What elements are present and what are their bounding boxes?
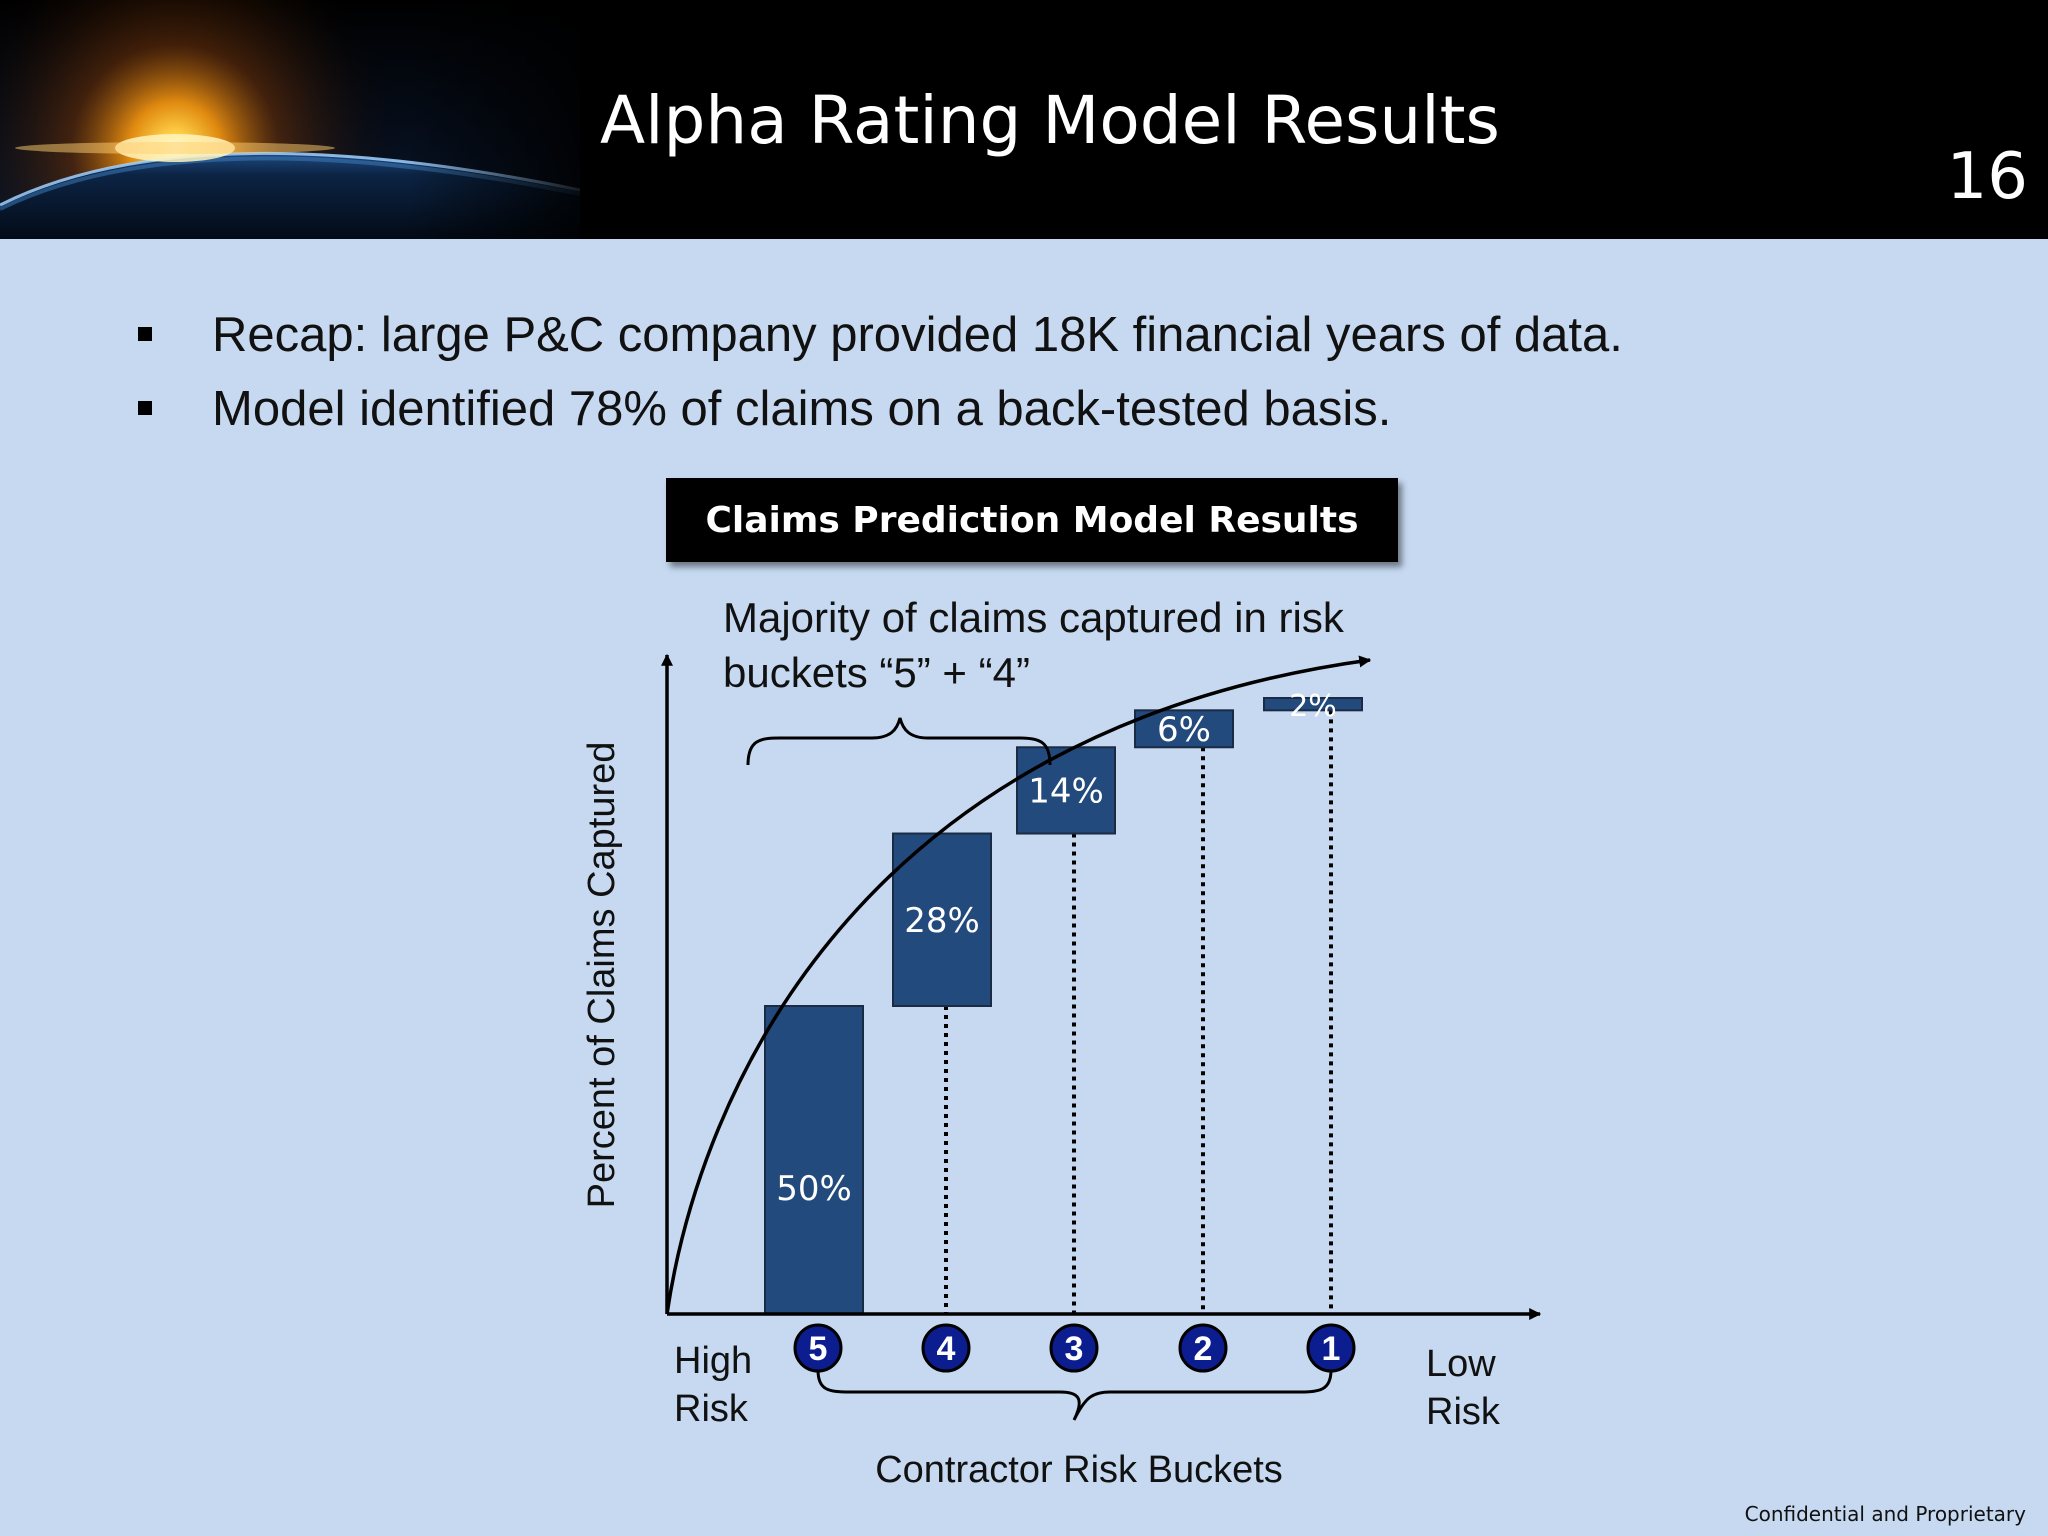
bullet-text: Model identified 78% of claims on a back… xyxy=(212,382,1392,436)
x-end-label-left: High xyxy=(674,1340,752,1382)
bar-bucket-4 xyxy=(892,832,992,1007)
x-end-label-right: Low xyxy=(1426,1343,1496,1385)
x-end-label-left: Risk xyxy=(674,1388,749,1430)
bar-value-label: 28% xyxy=(904,901,980,941)
annotation-text: Majority of claims captured in risk xyxy=(723,594,1345,641)
bullet-item: Recap: large P&C company provided 18K fi… xyxy=(136,298,1623,372)
y-axis-label: Percent of Claims Captured xyxy=(581,742,623,1209)
cumulative-curve xyxy=(665,655,1372,1315)
x-tick-label: 3 xyxy=(1065,1330,1084,1368)
bar-bucket-5 xyxy=(764,1005,864,1315)
bar-bucket-1 xyxy=(1263,697,1363,712)
slide-header: Alpha Rating Model Results 16 xyxy=(0,0,2048,239)
x-tick-label: 2 xyxy=(1194,1330,1213,1368)
square-bullet-icon xyxy=(138,327,152,341)
bar-bucket-2 xyxy=(1134,709,1234,749)
footer-confidential: Confidential and Proprietary xyxy=(1744,1502,2026,1526)
claims-chart: 50% 28% 14% 6% 2% Percent of Claims Captured M… xyxy=(581,594,1542,1491)
slide-title: Alpha Rating Model Results xyxy=(600,82,1500,159)
x-tick-label: 5 xyxy=(809,1330,828,1368)
slide-number: 16 xyxy=(1946,140,2028,214)
bar-value-label: 2% xyxy=(1289,689,1337,724)
bar-value-label: 50% xyxy=(776,1169,852,1209)
bucket-bubble-2 xyxy=(1178,1323,1228,1373)
x-end-label-right: Risk xyxy=(1426,1391,1501,1433)
bar-value-label: 6% xyxy=(1157,710,1211,750)
bucket-bubble-3 xyxy=(1049,1323,1099,1373)
x-axis-label: Contractor Risk Buckets xyxy=(875,1449,1283,1491)
bullet-item: Model identified 78% of claims on a back… xyxy=(136,372,1623,446)
bucket-brace xyxy=(816,1369,1333,1421)
annotation-brace xyxy=(746,717,1052,766)
bar-value-label: 14% xyxy=(1028,771,1104,811)
earth-horizon-image xyxy=(0,0,580,239)
annotation-text: buckets “5” + “4” xyxy=(723,649,1030,696)
bullet-text: Recap: large P&C company provided 18K fi… xyxy=(212,308,1623,362)
bullet-list: Recap: large P&C company provided 18K fi… xyxy=(136,298,1623,446)
bar-bucket-3 xyxy=(1016,746,1116,835)
square-bullet-icon xyxy=(138,401,152,415)
x-tick-label: 4 xyxy=(937,1330,956,1368)
x-tick-label: 1 xyxy=(1322,1330,1341,1368)
bucket-bubble-4 xyxy=(921,1323,971,1373)
chart-title-banner: Claims Prediction Model Results xyxy=(666,478,1398,562)
